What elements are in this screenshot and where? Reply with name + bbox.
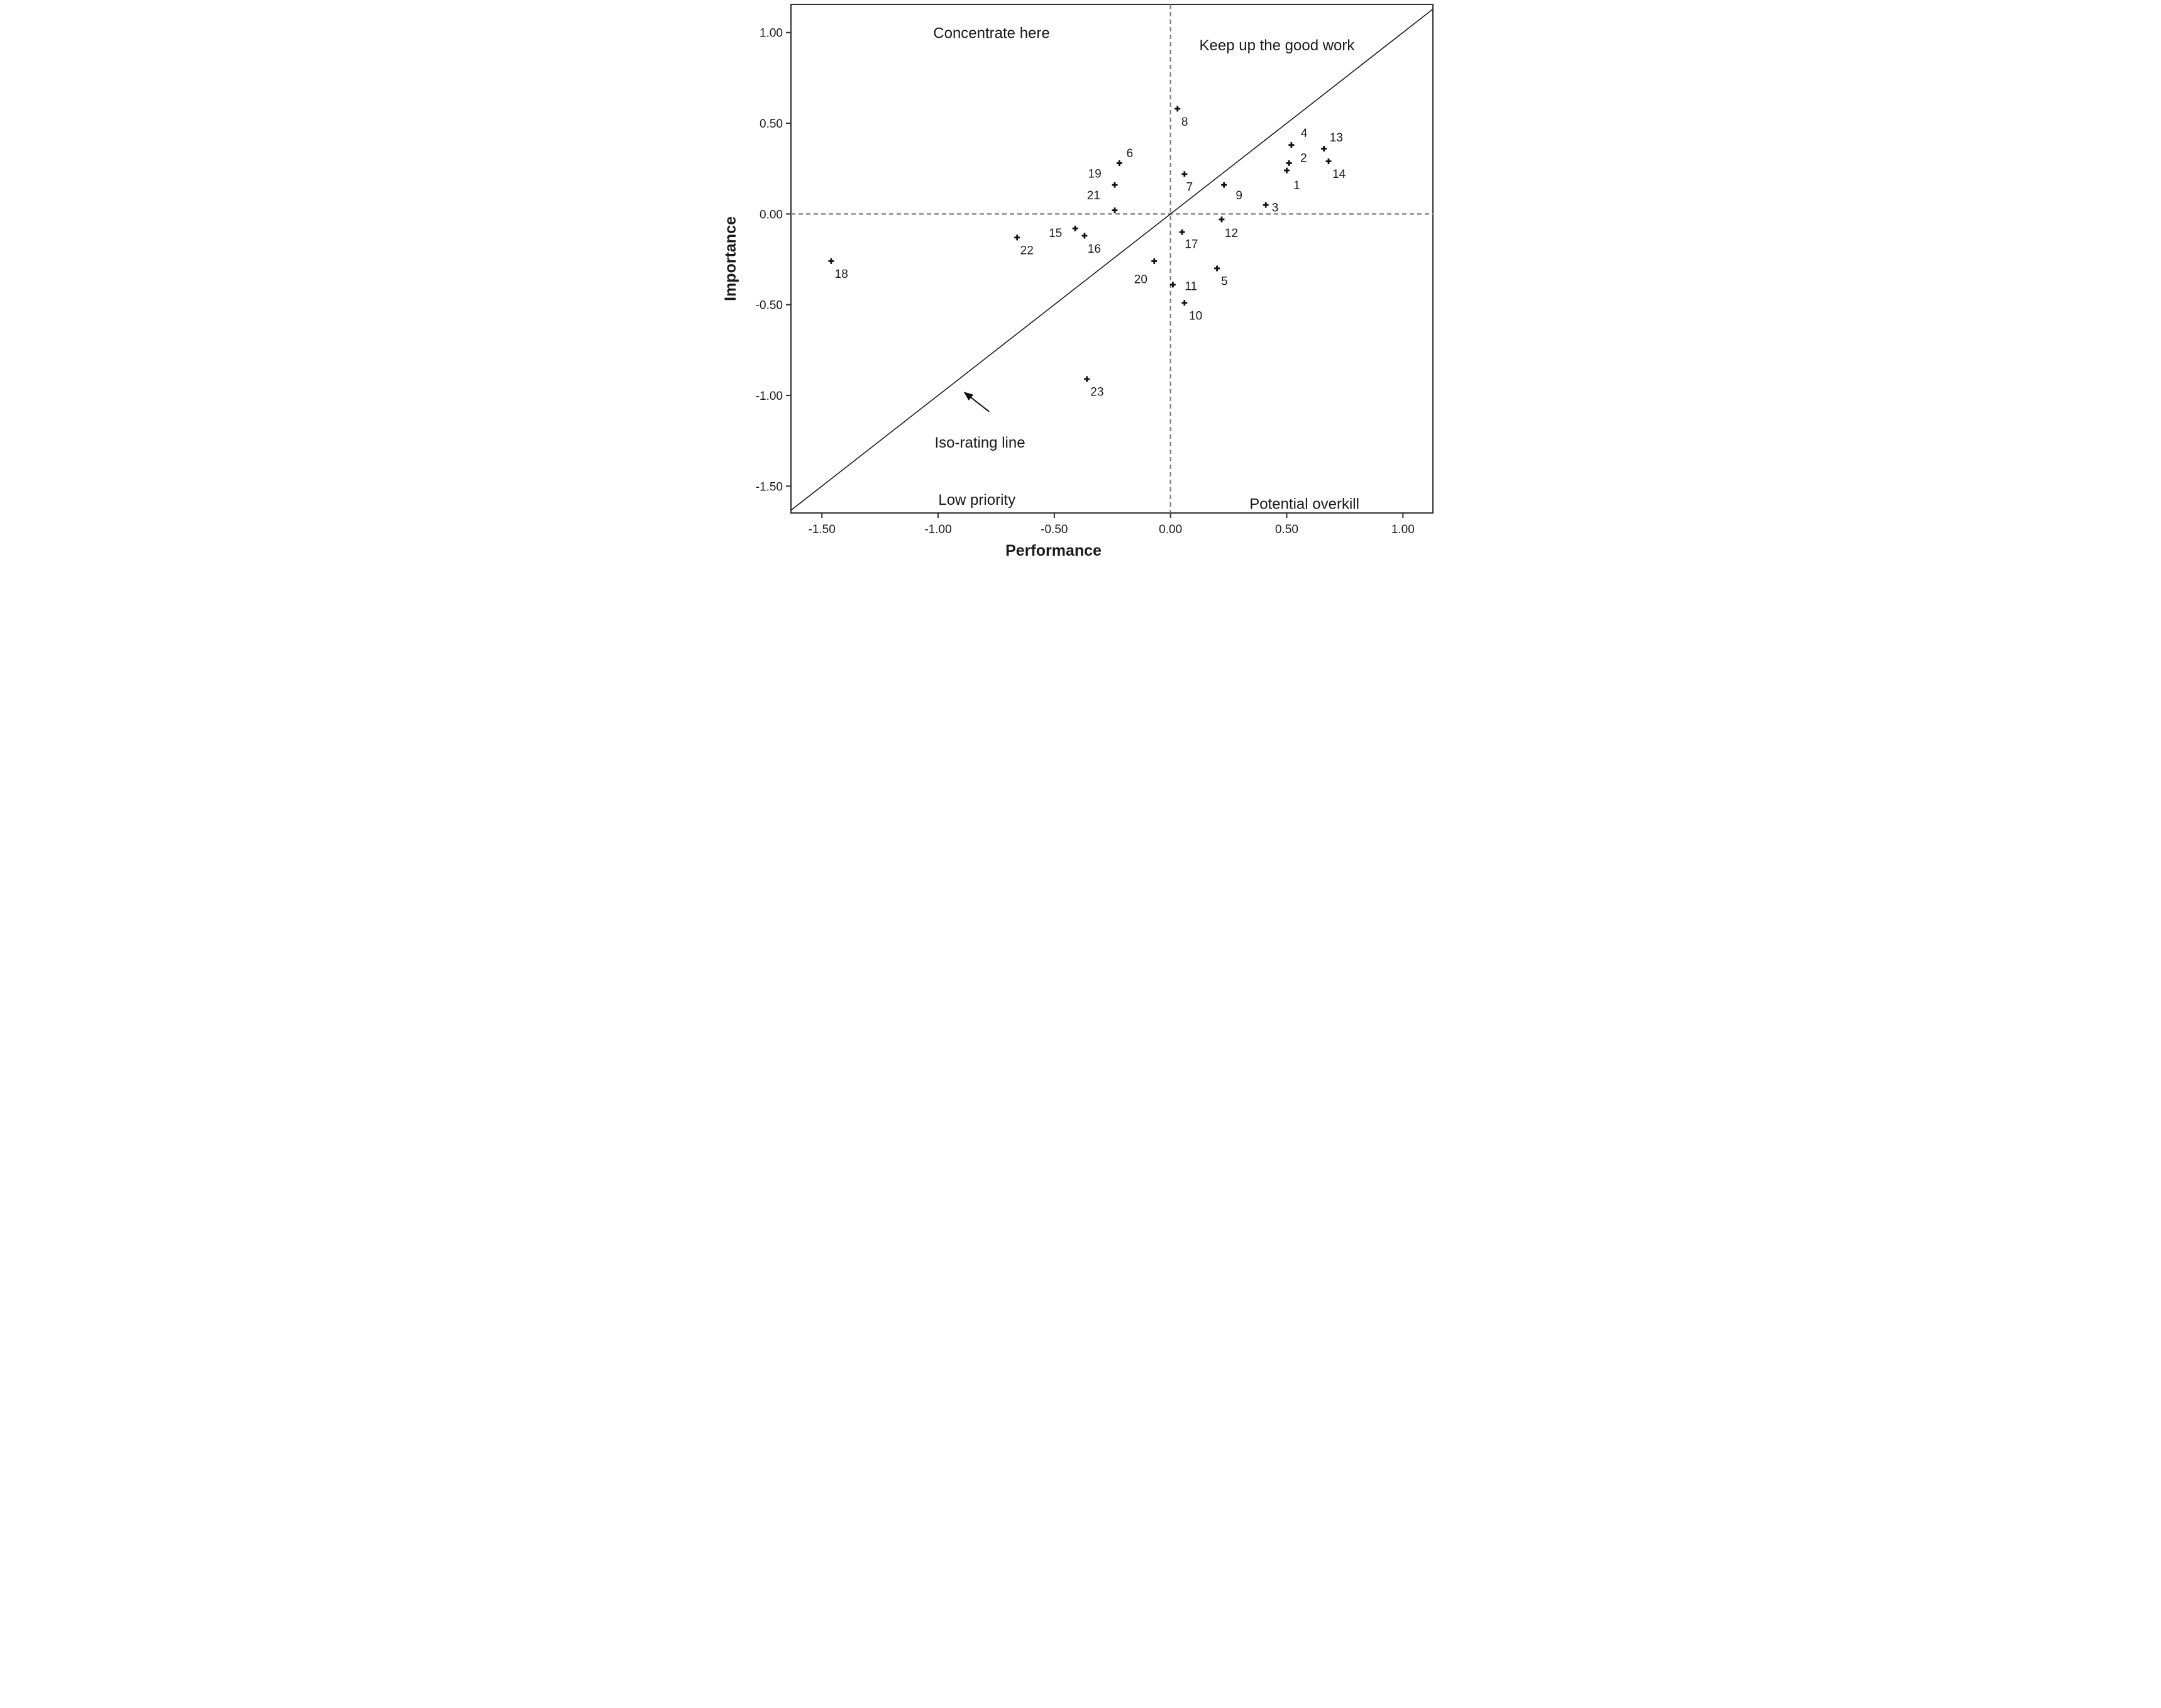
data-point-marker bbox=[1116, 160, 1122, 167]
data-point-marker bbox=[1169, 282, 1176, 288]
y-axis-title: Importance bbox=[722, 216, 739, 301]
iso-rating-line bbox=[790, 8, 1433, 511]
data-point-marker bbox=[1286, 160, 1292, 167]
data-point-label: 2 bbox=[1300, 152, 1307, 165]
data-point-label: 20 bbox=[1134, 273, 1147, 286]
data-point-label: 11 bbox=[1185, 280, 1197, 293]
importance-performance-chart: -1.50 -1.00 -0.50 0.00 0.50 1.00 1.00 0.50 0.00 -… bbox=[720, 0, 1441, 570]
data-point-marker bbox=[1179, 229, 1185, 235]
data-point-marker bbox=[1111, 182, 1117, 188]
data-point-label: 7 bbox=[1186, 180, 1193, 194]
data-point-label: 18 bbox=[834, 268, 848, 281]
iso-line-arrow-shaft bbox=[967, 394, 990, 412]
data-point-marker bbox=[1072, 225, 1078, 231]
iso-rating-line-label: Iso-rating line bbox=[934, 434, 1025, 451]
data-point-label: 23 bbox=[1090, 386, 1103, 399]
data-point-marker bbox=[1111, 207, 1117, 214]
iso-line-arrow-head bbox=[963, 392, 973, 401]
data-point-label: 15 bbox=[1049, 227, 1062, 240]
quadrant-label: Keep up the good work bbox=[1199, 37, 1355, 54]
data-point-marker bbox=[1181, 300, 1187, 306]
data-point-label: 6 bbox=[1126, 147, 1133, 160]
data-point-label: 17 bbox=[1185, 238, 1198, 251]
x-axis-tick-label: 1.00 bbox=[1391, 523, 1414, 536]
data-point-marker bbox=[1174, 106, 1180, 112]
y-axis-tick-label: -1.50 bbox=[755, 480, 782, 493]
quadrant-label: Low priority bbox=[938, 492, 1015, 509]
data-point-marker bbox=[1014, 234, 1020, 241]
data-point-marker bbox=[1263, 202, 1269, 208]
data-point-label: 10 bbox=[1189, 309, 1202, 322]
data-point-label: 21 bbox=[1086, 189, 1100, 202]
data-point-marker bbox=[1288, 142, 1294, 148]
data-point-label: 12 bbox=[1224, 227, 1237, 240]
data-point-marker bbox=[1181, 171, 1187, 177]
data-point-label: 8 bbox=[1181, 116, 1188, 129]
data-point-label: 9 bbox=[1235, 189, 1242, 202]
data-point-label: 3 bbox=[1271, 201, 1278, 214]
data-point-marker bbox=[1283, 167, 1290, 174]
plot-frame bbox=[790, 4, 1434, 514]
y-axis-tick-label: -1.00 bbox=[755, 390, 782, 403]
data-point-label: 16 bbox=[1087, 243, 1100, 256]
y-axis-tick-label: 1.00 bbox=[760, 27, 783, 40]
x-axis-tick-label: -0.50 bbox=[1041, 523, 1068, 536]
data-point-marker bbox=[1083, 376, 1090, 382]
data-point-marker bbox=[1151, 258, 1157, 264]
y-axis-tick-label: 0.50 bbox=[760, 118, 783, 131]
data-point-label: 4 bbox=[1300, 127, 1307, 140]
data-point-marker bbox=[827, 258, 834, 264]
x-axis-title: Performance bbox=[1005, 542, 1102, 559]
data-point-label: 5 bbox=[1221, 275, 1228, 288]
x-axis-tick-label: -1.50 bbox=[808, 523, 835, 536]
data-point-label: 22 bbox=[1020, 245, 1033, 258]
scatter-plot-canvas: -1.50 -1.00 -0.50 0.00 0.50 1.00 1.00 0.50 0.00 -… bbox=[722, 4, 1434, 559]
quadrant-label: Potential overkill bbox=[1249, 495, 1359, 512]
y-axis-tick-label: 0.00 bbox=[760, 208, 783, 221]
data-point-marker bbox=[1325, 158, 1332, 165]
quadrant-label: Concentrate here bbox=[933, 25, 1049, 41]
data-point-label: 1 bbox=[1293, 179, 1300, 192]
data-point-marker bbox=[1081, 233, 1087, 239]
x-axis-tick-label: -1.00 bbox=[924, 523, 951, 536]
data-point-marker bbox=[1220, 182, 1227, 188]
x-axis-tick-label: 0.00 bbox=[1159, 523, 1182, 536]
y-axis-tick-label: -0.50 bbox=[755, 299, 782, 312]
data-point-label: 19 bbox=[1088, 168, 1101, 181]
data-point-label: 13 bbox=[1329, 131, 1342, 145]
data-point-label: 14 bbox=[1332, 168, 1346, 181]
data-point-marker bbox=[1218, 216, 1224, 223]
x-axis-tick-label: 0.50 bbox=[1274, 523, 1298, 536]
data-point-marker bbox=[1213, 265, 1220, 272]
data-point-marker bbox=[1320, 145, 1327, 152]
